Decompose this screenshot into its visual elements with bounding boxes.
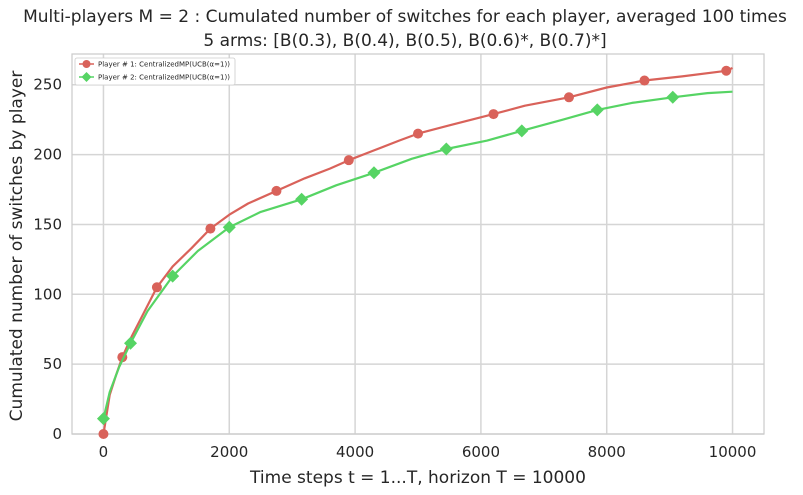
data-point-player-2 [367,166,381,180]
y-tick-label: 0 [52,425,62,443]
data-point-player-1 [205,223,216,234]
data-point-player-1 [271,185,282,196]
x-tick-label: 6000 [462,443,500,461]
data-point-player-1 [563,92,574,103]
data-point-player-1 [639,75,650,86]
legend-marker-player-1 [82,60,91,68]
legend-marker-player-2 [81,72,92,82]
data-point-player-1 [343,155,354,166]
plot-frame [71,53,765,435]
y-tick-labels: 0 50 100 150 200 250 [33,76,62,443]
data-point-player-1 [151,282,162,293]
data-point-player-1 [413,128,423,139]
legend-label-player-2: Player # 2: CentralizedMP(UCB(α=1)) [98,74,230,82]
y-tick-label: 250 [33,76,62,94]
series-line-player-2 [102,90,733,419]
x-tick-label: 2000 [210,443,248,461]
legend: Player # 1: CentralizedMP(UCB(α=1)) Play… [74,57,236,86]
data-point-player-2 [295,192,309,206]
data-point-player-1 [488,109,499,120]
data-point-player-1 [721,65,732,76]
data-point-player-2 [222,220,236,234]
chart-title: Multi-players M = 2 : Cumulated number o… [23,7,787,27]
x-tick-labels: 0 2000 4000 6000 8000 10000 [99,443,757,461]
x-tick-label: 10000 [709,443,757,461]
data-point-player-1 [98,429,109,439]
chart-subtitle: 5 arms: [B(0.3), B(0.4), B(0.5), B(0.6)*… [203,31,606,51]
data-point-player-2 [666,90,680,104]
series-player-1 [98,65,733,439]
x-tick-label: 8000 [588,443,626,461]
data-point-player-2 [439,142,453,156]
y-tick-label: 50 [43,355,62,373]
data-point-player-2 [515,124,529,138]
series-line-player-1 [102,66,733,435]
x-tick-label: 4000 [336,443,374,461]
legend-box [74,57,236,86]
y-tick-label: 200 [33,146,62,164]
y-tick-label: 150 [33,215,62,233]
y-tick-label: 100 [33,285,62,303]
x-axis-label: Time steps t = 1...T, horizon T = 10000 [249,468,586,488]
legend-label-player-1: Player # 1: CentralizedMP(UCB(α=1)) [98,61,230,69]
data-point-player-2 [166,269,180,283]
x-tick-label: 0 [99,443,109,461]
data-point-player-2 [124,336,138,350]
y-axis-label: Cumulated number of switches by player [7,71,27,422]
data-point-player-2 [96,412,110,426]
series-player-2 [96,90,733,426]
series-layer [96,65,733,439]
data-point-player-2 [590,103,604,117]
